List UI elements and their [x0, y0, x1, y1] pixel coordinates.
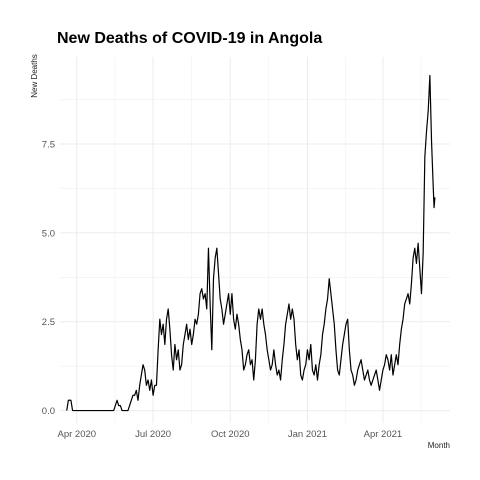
x-tick-label: Jul 2020	[135, 429, 171, 440]
chart-title: New Deaths of COVID-19 in Angola	[57, 30, 322, 47]
series-line	[66, 74, 436, 412]
x-tick-label: Jan 2021	[288, 429, 327, 440]
grid	[60, 57, 450, 423]
y-tick-label: 2.5	[42, 317, 55, 328]
x-tick-label: Oct 2020	[211, 429, 250, 440]
x-axis-label: Month	[428, 441, 450, 450]
series-lines	[66, 74, 436, 412]
x-tick-label: Apr 2020	[57, 429, 96, 440]
y-axis-label: New Deaths	[30, 54, 39, 98]
y-tick-label: 5.0	[42, 228, 55, 239]
y-tick-label: 7.5	[42, 140, 55, 151]
x-tick-label: Apr 2021	[364, 429, 403, 440]
tick-labels: 0.0 2.5 5.0 7.5 Apr 2020 Jul 2020 Oct 2020 Jan …	[42, 140, 402, 440]
y-tick-label: 0.0	[42, 406, 55, 417]
